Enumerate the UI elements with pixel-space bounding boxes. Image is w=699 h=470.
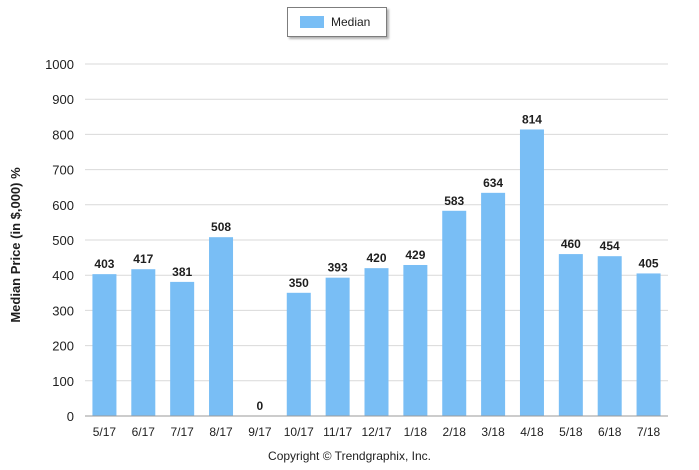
bar-7-17 xyxy=(170,281,195,416)
bar-5-17 xyxy=(92,274,117,416)
y-axis-ticks: 0 100 200 300 400 500 600 700 800 900 1000 xyxy=(45,57,74,424)
value-label: 350 xyxy=(289,276,309,290)
value-label: 508 xyxy=(211,220,231,234)
y-tick-label: 1000 xyxy=(45,57,74,72)
bars xyxy=(92,129,661,417)
value-label: 405 xyxy=(639,256,659,270)
y-tick-label: 900 xyxy=(52,92,74,107)
bar-12-17 xyxy=(364,268,389,416)
x-tick-label: 10/17 xyxy=(284,425,314,439)
x-tick-label: 8/17 xyxy=(209,425,233,439)
value-label: 417 xyxy=(133,252,153,266)
y-tick-label: 0 xyxy=(67,409,74,424)
x-tick-label: 6/17 xyxy=(132,425,156,439)
x-tick-label: 9/17 xyxy=(248,425,272,439)
x-tick-label: 11/17 xyxy=(323,425,352,439)
y-tick-label: 700 xyxy=(52,163,74,178)
value-label: 393 xyxy=(328,261,348,275)
bar-5-18 xyxy=(558,254,583,416)
y-axis-title: Median Price (in $,000) % xyxy=(8,167,23,323)
x-tick-label: 6/18 xyxy=(598,425,622,439)
y-tick-label: 100 xyxy=(52,374,74,389)
value-label: 403 xyxy=(94,257,114,271)
bar-8-17 xyxy=(209,237,234,416)
y-tick-label: 800 xyxy=(52,127,74,142)
y-tick-label: 500 xyxy=(52,233,74,248)
y-tick-label: 200 xyxy=(52,339,74,354)
x-tick-label: 5/17 xyxy=(93,425,117,439)
value-label: 429 xyxy=(405,248,425,262)
x-tick-label: 3/18 xyxy=(481,425,505,439)
bar-6-18 xyxy=(597,256,622,416)
bar-10-17 xyxy=(286,292,311,416)
x-axis-ticks: 5/17 6/17 7/17 8/17 9/17 10/17 11/17 12/17 1/18 2… xyxy=(93,425,661,439)
x-tick-label: 7/17 xyxy=(170,425,194,439)
legend-swatch-median xyxy=(300,16,324,28)
x-tick-label: 4/18 xyxy=(520,425,544,439)
y-tick-label: 400 xyxy=(52,268,74,283)
legend: Median xyxy=(287,7,387,37)
copyright-footer: Copyright © Trendgraphix, Inc. xyxy=(268,449,431,463)
x-tick-label: 5/18 xyxy=(559,425,583,439)
value-label: 583 xyxy=(444,194,464,208)
bar-1-18 xyxy=(403,264,428,416)
value-label: 454 xyxy=(600,239,620,253)
value-label: 0 xyxy=(257,399,264,413)
value-label: 381 xyxy=(172,265,192,279)
bar-4-18 xyxy=(519,129,544,417)
bar-3-18 xyxy=(481,192,506,416)
bar-6-17 xyxy=(131,269,156,416)
y-tick-label: 300 xyxy=(52,303,74,318)
value-labels: 403 417 381 508 0 350 393 420 429 583 634 814 460 454… xyxy=(94,112,658,413)
value-label: 460 xyxy=(561,237,581,251)
value-label: 634 xyxy=(483,176,503,190)
value-label: 420 xyxy=(366,251,386,265)
legend-label-median: Median xyxy=(331,15,371,29)
value-label: 814 xyxy=(522,112,542,126)
x-tick-label: 2/18 xyxy=(443,425,467,439)
bar-11-17 xyxy=(325,277,350,416)
x-tick-label: 1/18 xyxy=(404,425,428,439)
bar-2-18 xyxy=(442,210,467,416)
x-tick-label: 12/17 xyxy=(361,425,391,439)
y-tick-label: 600 xyxy=(52,198,74,213)
bar-7-18 xyxy=(636,273,661,416)
x-tick-label: 7/18 xyxy=(637,425,661,439)
